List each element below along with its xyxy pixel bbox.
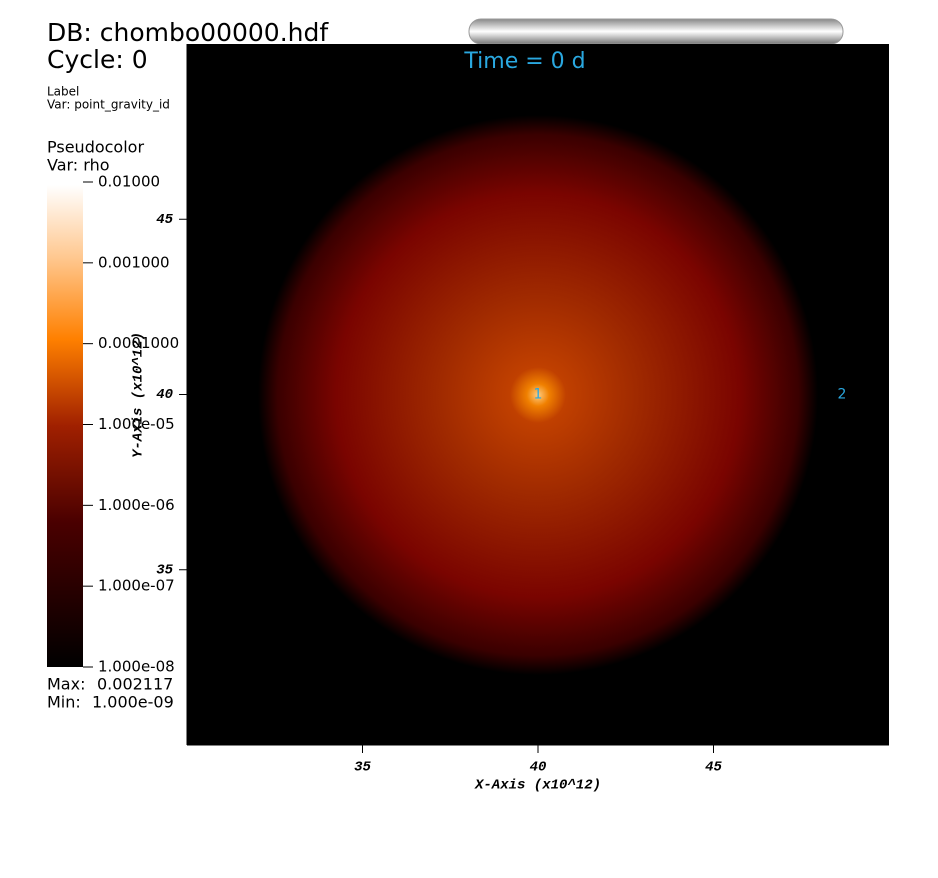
min-caption: Min: [47,693,81,712]
max-value: 0.002117 [97,675,173,694]
y-axis-title: Y-Axis (x10^12) [131,332,147,458]
colorbar-tick-label: 0.0001000 [98,334,179,352]
x-tick-label: 45 [705,760,722,776]
colorbar-tick-label: 1.000e-07 [98,577,175,595]
x-tick-label: 35 [354,760,371,776]
y-tick-label: 35 [156,562,173,578]
time: Time = 0 d [463,49,585,74]
label-var: Var: point_gravity_id [47,98,170,112]
db-title: DB: chombo00000.hdf [47,18,329,47]
point-label: 1 [534,387,543,403]
plot-var: Var: rho [47,156,110,175]
max-caption: Max: [47,675,85,694]
y-tick-label: 45 [156,212,173,228]
plot-name: Pseudocolor [47,138,144,157]
x-tick-label: 40 [530,760,547,776]
cycle: Cycle: 0 [47,45,148,74]
color-bar [47,185,83,667]
colorbar-tick-label: 1.000e-06 [98,496,175,514]
colorbar-tick-label: 0.01000 [98,173,160,191]
x-axis-title: X-Axis (x10^12) [474,778,601,794]
time-slider [468,18,844,45]
colorbar-tick-label: 1.000e-08 [98,658,175,676]
density-field [258,115,818,675]
label-legend: Label [47,85,79,99]
colorbar-tick-label: 1.000e-05 [98,415,175,433]
y-tick-label: 40 [156,387,173,403]
point-label: 2 [838,387,847,403]
colorbar-tick-label: 0.001000 [98,253,170,271]
min-value: 1.000e-09 [92,693,174,712]
